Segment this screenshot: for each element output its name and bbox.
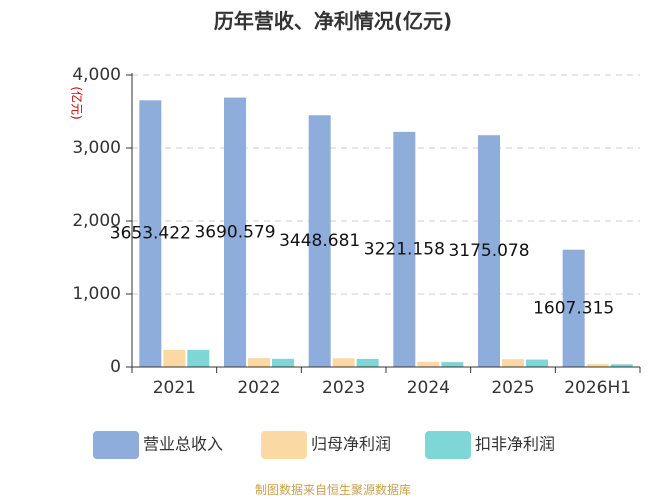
- x-tick-label: 2021: [153, 378, 196, 398]
- y-tick-label: 4,000: [72, 65, 121, 85]
- bar-series: [139, 97, 633, 368]
- y-axis-ticks: 0 1,000 2,000 3,000 4,000: [72, 65, 132, 377]
- bar-revenue: [308, 115, 331, 368]
- bar-deducted-net-profit: [272, 358, 294, 367]
- legend-swatch: [425, 431, 471, 459]
- x-tick-label: 2025: [491, 378, 534, 398]
- data-label: 3175.078: [448, 241, 529, 261]
- bar-net-profit: [248, 358, 270, 367]
- chart-title: 历年营收、净利情况(亿元): [214, 9, 452, 33]
- x-axis-ticks: 2021 2022 2023 2024 2025 2026H1: [131, 367, 641, 398]
- legend-label: 营业总收入: [143, 435, 223, 454]
- data-label: 3448.681: [279, 231, 360, 251]
- bar-deducted-net-profit: [187, 349, 210, 367]
- gridlines: [132, 74, 640, 295]
- bar-revenue: [139, 100, 162, 367]
- bar-revenue: [224, 97, 246, 367]
- data-label: 3653.422: [110, 224, 191, 244]
- legend: 营业总收入 归母净利润 扣非净利润: [93, 431, 555, 459]
- legend-label: 扣非净利润: [475, 435, 555, 454]
- x-tick-label: 2024: [407, 378, 450, 398]
- y-tick-label: 3,000: [72, 138, 121, 158]
- bar-revenue: [393, 131, 416, 367]
- bar-net-profit: [332, 358, 355, 367]
- bar-deducted-net-profit: [610, 364, 633, 367]
- legend-swatch: [93, 431, 139, 459]
- x-tick-label: 2026H1: [564, 378, 631, 398]
- bar-deducted-net-profit: [441, 362, 464, 367]
- y-tick-label: 2,000: [72, 211, 121, 231]
- y-tick-label: 1,000: [72, 284, 121, 304]
- data-label: 3690.579: [194, 222, 275, 242]
- legend-label: 归母净利润: [311, 435, 391, 454]
- x-tick-label: 2022: [237, 378, 280, 398]
- bar-deducted-net-profit: [526, 359, 548, 367]
- bar-revenue: [478, 135, 500, 367]
- bar-net-profit: [417, 361, 440, 367]
- y-tick-label: 0: [110, 357, 121, 377]
- data-labels: 3653.422 3690.579 3448.681 3221.158 3175.078…: [110, 222, 614, 318]
- y-axis-unit-label: (亿元): [70, 86, 85, 119]
- data-label: 3221.158: [364, 239, 445, 259]
- bar-deducted-net-profit: [356, 358, 379, 367]
- bar-net-profit: [586, 364, 609, 367]
- bar-net-profit: [502, 359, 524, 367]
- bar-revenue: [562, 249, 585, 367]
- x-tick-label: 2023: [322, 378, 365, 398]
- legend-swatch: [261, 431, 307, 459]
- source-note: 制图数据来自恒生聚源数据库: [255, 482, 411, 497]
- bar-net-profit: [163, 349, 186, 367]
- data-label: 1607.315: [533, 298, 614, 318]
